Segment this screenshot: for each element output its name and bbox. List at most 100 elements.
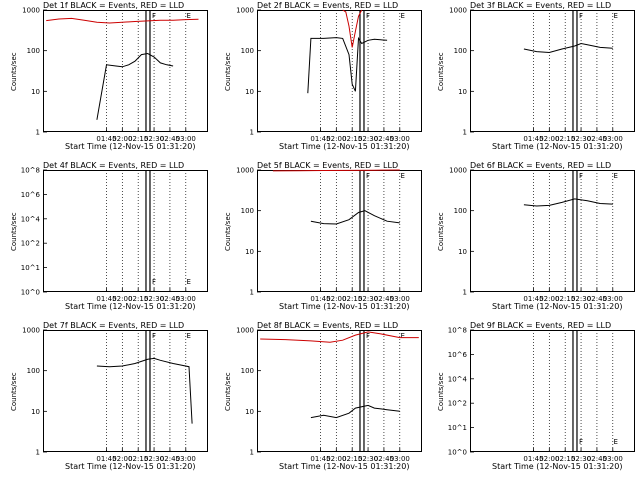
series-line-events [96, 52, 174, 120]
y-tick-label: 1000 [236, 327, 254, 335]
x-tick-label: 01:45 [310, 135, 330, 143]
y-tick-label: 10^0 [21, 289, 40, 297]
marker-label-e: E [187, 332, 191, 340]
series-line-events [310, 210, 400, 225]
x-tick-label: 03:00 [390, 135, 410, 143]
y-tick-label: 10^6 [21, 191, 41, 199]
y-tick-label: 10 [245, 248, 254, 256]
plot-frame [257, 330, 422, 452]
y-tick-label: 1000 [236, 167, 254, 175]
marker-label-f: F [152, 278, 156, 286]
x-tick-label: 02:15 [555, 455, 575, 463]
x-tick-label: 02:30 [358, 455, 378, 463]
marker-label-f: F [579, 172, 583, 180]
x-tick-label: 02:30 [571, 295, 591, 303]
x-tick-label: 03:00 [603, 135, 623, 143]
y-tick-label: 10 [458, 88, 467, 96]
plot-frame [43, 10, 208, 132]
x-tick-label: 02:30 [144, 135, 164, 143]
x-tick-label: 02:00 [112, 295, 132, 303]
x-tick-label: 01:45 [523, 295, 543, 303]
marker-label-f: F [366, 332, 370, 340]
marker-label-e: E [401, 12, 405, 20]
y-axis-label: Counts/sec [437, 52, 445, 91]
x-tick-label: 02:30 [358, 295, 378, 303]
y-tick-label: 10^8 [448, 327, 467, 335]
x-tick-label: 03:00 [176, 135, 196, 143]
marker-label-e: E [187, 278, 191, 286]
x-tick-label: 02:45 [587, 135, 607, 143]
series-line-events [96, 357, 193, 424]
x-tick-label: 02:45 [374, 455, 394, 463]
x-tick-label: 03:00 [390, 295, 410, 303]
x-tick-label: 02:30 [571, 455, 591, 463]
y-tick-label: 10 [245, 408, 254, 416]
x-tick-label: 02:00 [539, 455, 559, 463]
marker-label-e: E [187, 12, 191, 20]
marker-label-e: E [614, 12, 618, 20]
x-axis-label: Start Time (12-Nov-15 01:31:20) [492, 462, 623, 471]
x-tick-label: 02:15 [555, 295, 575, 303]
plot-title: Det 4f BLACK = Events, RED = LLD [43, 161, 185, 170]
plot-frame [43, 170, 208, 292]
y-tick-label: 10 [458, 248, 467, 256]
plot-frame [470, 330, 635, 452]
marker-label-e: E [401, 332, 405, 340]
x-tick-label: 01:45 [523, 455, 543, 463]
marker-label-e: E [401, 172, 405, 180]
plot-title: Det 8f BLACK = Events, RED = LLD [257, 321, 399, 330]
y-tick-label: 10 [31, 408, 40, 416]
series-line-events [523, 42, 613, 54]
plot-title: Det 5f BLACK = Events, RED = LLD [257, 161, 399, 170]
x-tick-label: 03:00 [176, 455, 196, 463]
series-line-lld [342, 9, 363, 48]
y-axis-label: Counts/sec [224, 212, 232, 251]
x-tick-label: 01:45 [523, 135, 543, 143]
y-tick-label: 10 [245, 88, 254, 96]
x-tick-label: 02:15 [128, 455, 148, 463]
x-axis-label: Start Time (12-Nov-15 01:31:20) [279, 462, 410, 471]
plot-frame [470, 170, 635, 292]
marker-label-f: F [152, 332, 156, 340]
x-axis-label: Start Time (12-Nov-15 01:31:20) [65, 462, 196, 471]
marker-label-e: E [614, 172, 618, 180]
y-tick-label: 10 [31, 88, 40, 96]
x-axis-label: Start Time (12-Nov-15 01:31:20) [492, 302, 623, 311]
x-axis-label: Start Time (12-Nov-15 01:31:20) [492, 142, 623, 151]
y-tick-label: 10^1 [21, 264, 40, 272]
series-line-lld [260, 331, 419, 343]
plot-title: Det 6f BLACK = Events, RED = LLD [470, 161, 612, 170]
plot-frame [257, 10, 422, 132]
plot-title: Det 2f BLACK = Events, RED = LLD [257, 1, 399, 10]
series-line-lld [272, 169, 400, 172]
y-tick-label: 1000 [449, 7, 467, 15]
plot-frame [470, 10, 635, 132]
y-tick-label: 10^6 [448, 351, 468, 359]
x-tick-label: 02:00 [326, 135, 346, 143]
x-tick-label: 02:15 [128, 135, 148, 143]
series-line-events [523, 198, 613, 207]
marker-label-e: E [614, 438, 618, 446]
x-tick-label: 02:45 [160, 455, 180, 463]
x-tick-label: 02:00 [112, 135, 132, 143]
x-tick-label: 02:30 [571, 135, 591, 143]
plot-frame [43, 330, 208, 452]
marker-label-f: F [366, 12, 370, 20]
y-tick-label: 1 [36, 449, 40, 457]
y-tick-label: 1 [36, 129, 40, 137]
plot-title: Det 9f BLACK = Events, RED = LLD [470, 321, 612, 330]
x-tick-label: 02:30 [144, 455, 164, 463]
x-tick-label: 01:45 [310, 295, 330, 303]
y-axis-label: Counts/sec [224, 52, 232, 91]
y-tick-label: 10^1 [448, 424, 467, 432]
x-tick-label: 02:45 [160, 135, 180, 143]
plot-title: Det 7f BLACK = Events, RED = LLD [43, 321, 185, 330]
y-tick-label: 10^4 [21, 215, 41, 223]
y-tick-label: 100 [454, 47, 467, 55]
marker-label-f: F [152, 12, 156, 20]
y-tick-label: 1 [250, 289, 254, 297]
